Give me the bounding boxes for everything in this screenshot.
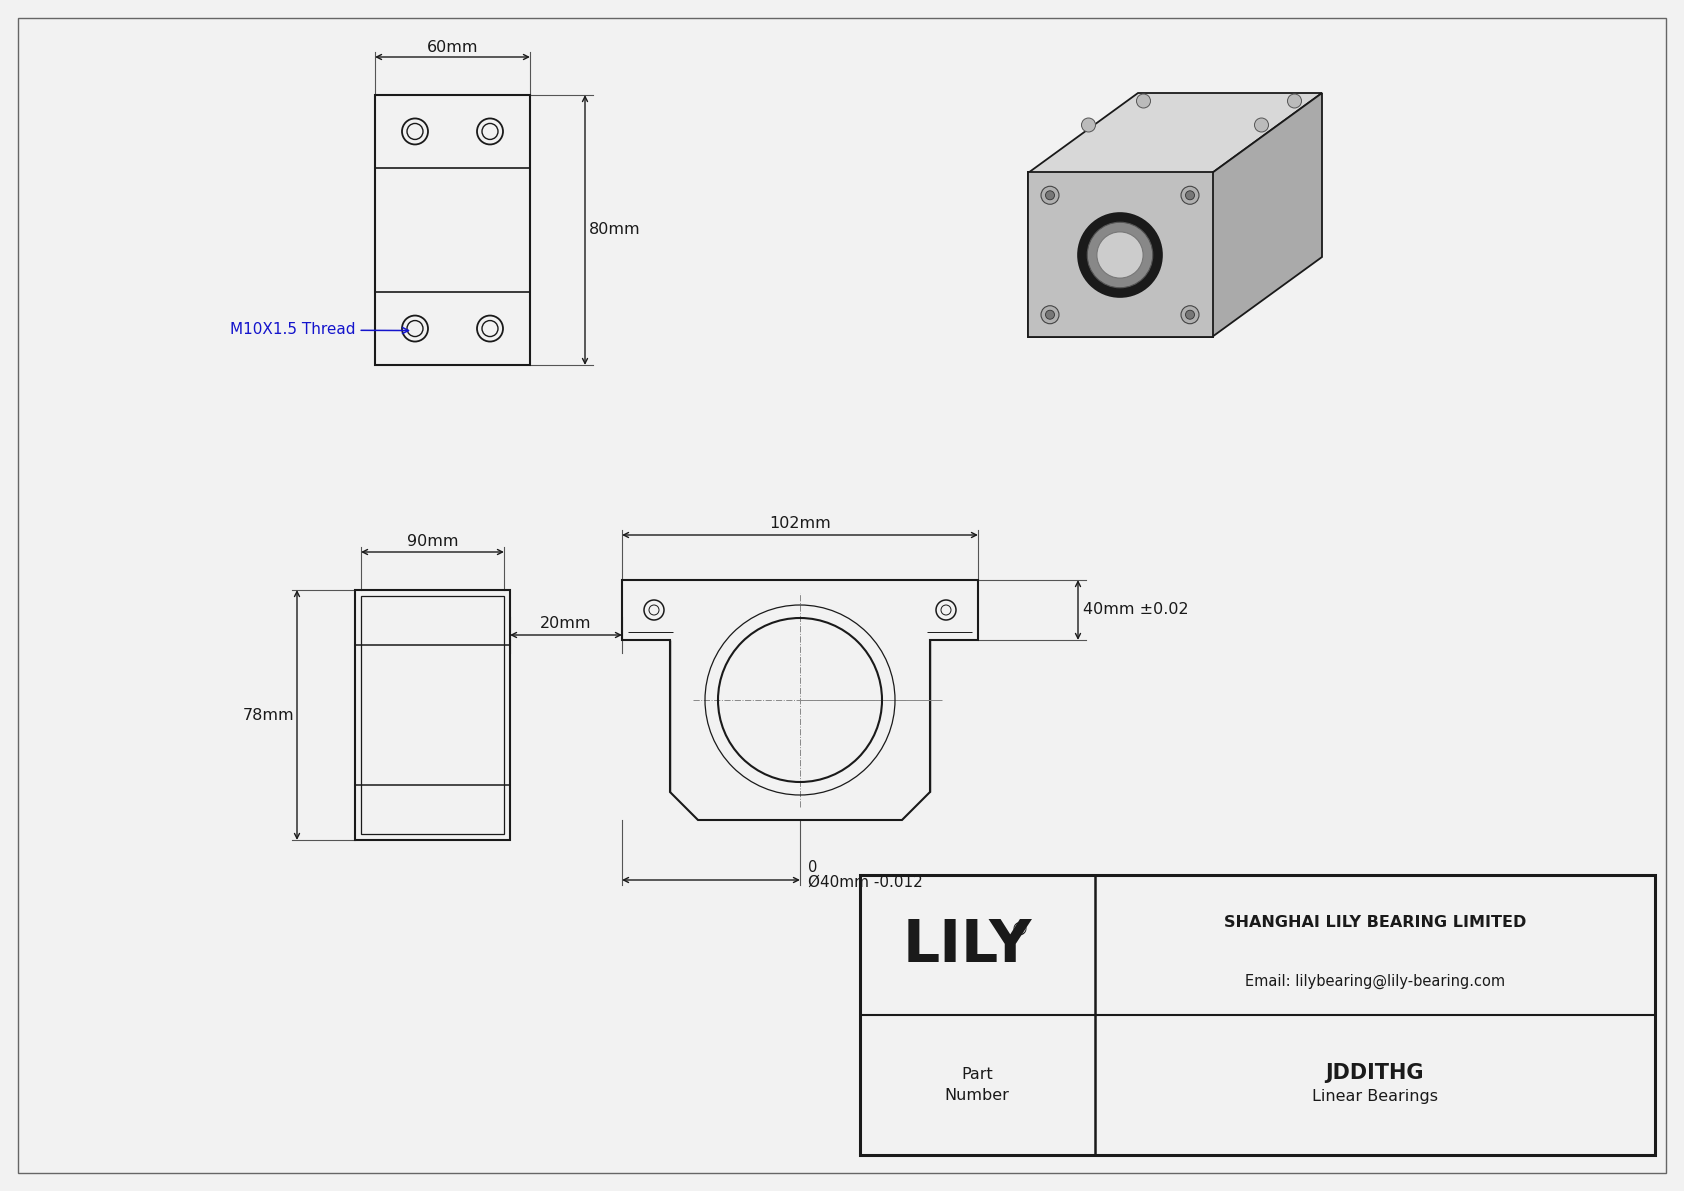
Bar [861,875,1655,1155]
Text: Linear Bearings: Linear Bearings [1312,1090,1438,1104]
Text: 102mm: 102mm [770,517,830,531]
Polygon shape [1027,93,1322,173]
Circle shape [1096,232,1143,279]
Text: LILY: LILY [903,917,1032,973]
Bar [355,590,510,840]
Polygon shape [1212,93,1322,337]
Bar [1027,172,1212,337]
Circle shape [1041,306,1059,324]
Circle shape [1088,223,1154,288]
Circle shape [1288,94,1302,108]
Text: Ø40mm -0.012: Ø40mm -0.012 [808,874,923,890]
Text: 78mm: 78mm [242,707,295,723]
Circle shape [1137,94,1150,108]
Circle shape [1081,118,1096,132]
Text: SHANGHAI LILY BEARING LIMITED: SHANGHAI LILY BEARING LIMITED [1224,915,1526,930]
Text: ®: ® [1010,921,1029,939]
Circle shape [1180,306,1199,324]
Bar [1027,172,1212,337]
Bar [360,596,504,834]
Text: 90mm: 90mm [408,535,458,549]
Text: 0: 0 [808,860,817,874]
Text: JDDITHG: JDDITHG [1325,1064,1425,1083]
Text: Part
Number: Part Number [945,1067,1010,1103]
Text: 40mm ±0.02: 40mm ±0.02 [1083,603,1189,617]
Circle shape [1180,186,1199,205]
Text: M10X1.5 Thread: M10X1.5 Thread [231,323,409,337]
Text: 20mm: 20mm [541,616,591,630]
Text: Email: lilybearing@lily-bearing.com: Email: lilybearing@lily-bearing.com [1244,974,1505,989]
Text: 60mm: 60mm [426,39,478,55]
Circle shape [1186,310,1194,319]
Circle shape [1046,191,1054,200]
Circle shape [1041,186,1059,205]
Text: 80mm: 80mm [589,223,642,237]
Circle shape [1046,310,1054,319]
Circle shape [1186,191,1194,200]
Circle shape [1255,118,1268,132]
Bar [376,95,530,364]
Circle shape [1078,213,1162,297]
